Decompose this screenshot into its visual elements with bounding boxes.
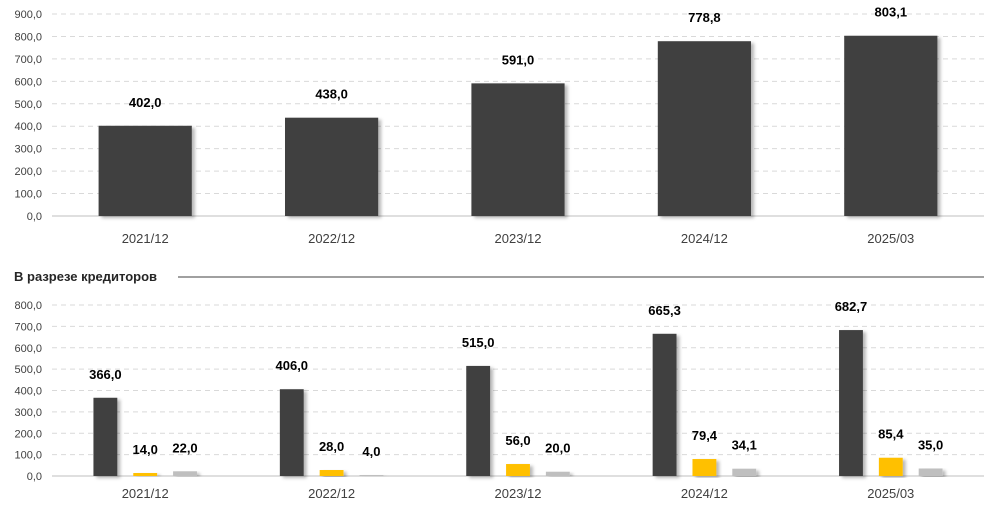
x-category-label: 2022/12 bbox=[308, 231, 355, 246]
bar-series-3 bbox=[918, 468, 943, 476]
data-label: 34,1 bbox=[732, 438, 757, 453]
data-label: 402,0 bbox=[129, 95, 162, 110]
y-tick-label: 500,0 bbox=[14, 364, 42, 376]
bar-series-2 bbox=[506, 464, 530, 476]
x-category-label: 2025/03 bbox=[867, 486, 914, 501]
y-tick-label: 700,0 bbox=[14, 321, 42, 333]
data-label: 803,1 bbox=[875, 5, 908, 20]
y-tick-label: 700,0 bbox=[14, 54, 42, 66]
bar-series-3 bbox=[359, 475, 384, 476]
data-label: 56,0 bbox=[505, 433, 530, 448]
data-label: 14,0 bbox=[133, 442, 158, 457]
y-tick-label: 100,0 bbox=[14, 450, 42, 462]
x-category-label: 2023/12 bbox=[495, 486, 542, 501]
chart-panel-by-creditor: В разрезе кредиторов 0,0 100,0 200,0 300,0 4… bbox=[14, 269, 984, 501]
bar-total bbox=[98, 125, 192, 216]
x-category-label: 2023/12 bbox=[495, 231, 542, 246]
bar-series-3 bbox=[732, 468, 757, 476]
data-label: 682,7 bbox=[835, 299, 868, 314]
data-label: 778,8 bbox=[688, 10, 721, 25]
bar-series-2 bbox=[319, 470, 344, 476]
bar-series-2 bbox=[133, 473, 158, 476]
bar-total bbox=[844, 35, 938, 217]
y-tick-label: 400,0 bbox=[14, 121, 42, 133]
y-tick-label: 600,0 bbox=[14, 76, 42, 88]
y-tick-label: 100,0 bbox=[14, 189, 42, 201]
y-tick-label: 400,0 bbox=[14, 386, 42, 398]
y-tick-label: 800,0 bbox=[14, 31, 42, 43]
data-label: 366,0 bbox=[89, 367, 122, 382]
bar-series-2 bbox=[692, 459, 717, 476]
y-tick-label: 500,0 bbox=[14, 99, 42, 111]
section-title: В разрезе кредиторов bbox=[14, 269, 157, 284]
data-label: 515,0 bbox=[462, 335, 495, 350]
data-label: 79,4 bbox=[692, 428, 718, 443]
x-category-label: 2022/12 bbox=[308, 486, 355, 501]
x-category-label: 2024/12 bbox=[681, 231, 728, 246]
data-label: 438,0 bbox=[315, 87, 348, 102]
chart-panel-total: 0,0 100,0 200,0 300,0 400,0 500,0 600,0 700,0 80… bbox=[14, 5, 984, 246]
bar-series-2 bbox=[878, 457, 903, 476]
data-label: 28,0 bbox=[319, 439, 344, 454]
bar-series-1 bbox=[466, 365, 491, 476]
data-label: 591,0 bbox=[502, 52, 535, 67]
x-category-label: 2021/12 bbox=[122, 231, 169, 246]
y-tick-label: 0,0 bbox=[27, 471, 42, 483]
data-label: 85,4 bbox=[878, 427, 904, 442]
data-label: 665,3 bbox=[648, 303, 681, 318]
bar-total bbox=[285, 117, 379, 216]
x-category-label: 2021/12 bbox=[122, 486, 169, 501]
y-tick-label: 800,0 bbox=[14, 300, 42, 312]
bar-series-1 bbox=[652, 333, 677, 476]
x-category-label: 2024/12 bbox=[681, 486, 728, 501]
y-tick-label: 300,0 bbox=[14, 144, 42, 156]
x-category-label: 2025/03 bbox=[867, 231, 914, 246]
bar-series-1 bbox=[279, 389, 304, 476]
bar-total bbox=[657, 41, 751, 216]
bar-total bbox=[471, 83, 565, 216]
bar-series-3 bbox=[173, 471, 197, 476]
data-label: 20,0 bbox=[545, 441, 570, 456]
y-tick-label: 200,0 bbox=[14, 166, 42, 178]
y-tick-label: 200,0 bbox=[14, 428, 42, 440]
data-label: 406,0 bbox=[276, 358, 309, 373]
bar-series-1 bbox=[93, 397, 118, 476]
bar-series-1 bbox=[839, 330, 863, 476]
y-tick-label: 900,0 bbox=[14, 9, 42, 21]
data-label: 4,0 bbox=[362, 444, 380, 459]
data-label: 35,0 bbox=[918, 438, 943, 453]
bar-series-3 bbox=[545, 471, 570, 476]
y-tick-label: 300,0 bbox=[14, 407, 42, 419]
data-label: 22,0 bbox=[172, 440, 197, 455]
y-tick-label: 600,0 bbox=[14, 343, 42, 355]
y-tick-label: 0,0 bbox=[27, 211, 42, 223]
